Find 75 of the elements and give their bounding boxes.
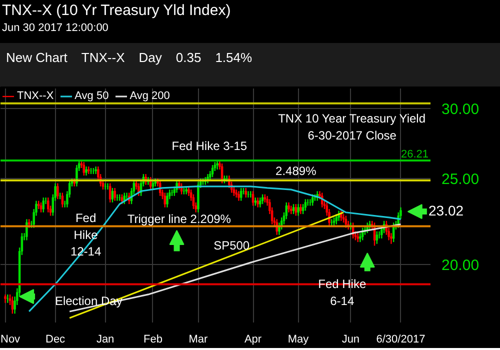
candlestick — [108, 182, 112, 204]
candlestick — [76, 164, 78, 188]
x-tick-label: Mar — [188, 334, 208, 346]
candlestick — [235, 188, 238, 198]
text: 1.54% — [215, 50, 252, 66]
candlestick — [302, 203, 304, 215]
candlestick — [178, 180, 180, 190]
candlestick — [288, 202, 290, 213]
annotation: SP500 — [214, 238, 250, 253]
x-tick-label: Nov — [0, 334, 21, 346]
candlestick — [297, 203, 300, 216]
candlestick — [292, 203, 295, 215]
text: 0.35 — [176, 50, 202, 66]
candlestick — [188, 186, 190, 197]
x-tick-label: Feb — [143, 334, 162, 346]
legend-label: TNX--X — [17, 90, 54, 102]
legend-label: Avg 50 — [74, 90, 109, 102]
chart-title: TNX--X (10 Yr Treasury Yld Index) — [1, 1, 232, 21]
chart-subtitle: Jun 30 2017 12:00:00 — [1, 21, 110, 36]
candlestick — [356, 232, 359, 243]
candlestick — [82, 161, 86, 176]
candlestick — [252, 190, 254, 206]
candlestick — [390, 232, 392, 244]
candlestick — [294, 203, 298, 216]
annotation: 2.489% — [276, 164, 317, 178]
candlestick — [232, 186, 236, 197]
candlestick — [164, 192, 166, 208]
text: Day — [138, 50, 162, 66]
candlestick — [240, 187, 242, 202]
candlestick — [304, 198, 307, 212]
y-tick-label: 25.00 — [442, 171, 480, 188]
candlestick — [114, 187, 116, 202]
candlestick — [376, 230, 378, 244]
candlestick — [40, 202, 42, 213]
candlestick — [238, 190, 240, 202]
candlestick — [320, 192, 324, 208]
candlestick — [311, 194, 314, 206]
candlestick — [261, 194, 264, 205]
candlestick — [259, 196, 262, 208]
y-tick-label: 30.00 — [442, 100, 480, 118]
candlestick — [300, 203, 302, 215]
y-tick-label: 20.00 — [442, 256, 480, 274]
candlestick — [166, 192, 168, 208]
candlestick — [192, 194, 195, 210]
candlestick — [256, 196, 259, 208]
x-tick-label: Jan — [96, 334, 114, 346]
candlestick — [42, 196, 45, 213]
candlestick — [61, 192, 64, 208]
candlestick — [361, 227, 364, 241]
text: New Chart — [6, 50, 68, 66]
ref-line-label: 26.21 — [400, 148, 429, 160]
text: 23.02 — [428, 202, 464, 218]
candlestick — [47, 196, 50, 213]
candlestick — [56, 182, 59, 200]
annotation: Fed Hike 3-15 — [172, 139, 248, 154]
candlestick — [123, 192, 126, 205]
x-tick-label: Jun — [342, 334, 360, 346]
candlestick — [26, 218, 28, 241]
x-tick-label: Dec — [46, 334, 66, 346]
legend-label: Avg 200 — [130, 90, 170, 102]
x-tick-label: 6/30/2017 — [376, 334, 426, 346]
candlestick — [359, 232, 362, 243]
annotation: TNX 10 Year Treasury Yield 6-30-2017 Close — [278, 111, 426, 142]
candlestick — [85, 166, 88, 176]
candlestick — [138, 182, 140, 197]
candlestick — [120, 194, 124, 205]
annotation: Trigger line 2.209% — [127, 212, 232, 226]
candlestick — [244, 187, 248, 198]
candlestick — [335, 213, 338, 225]
x-tick-label: May — [288, 334, 310, 346]
candlestick — [211, 164, 214, 178]
text: TNX--X — [81, 50, 125, 66]
candlestick — [340, 210, 342, 222]
candlestick — [158, 180, 162, 197]
x-tick-label: Apr — [244, 334, 262, 346]
